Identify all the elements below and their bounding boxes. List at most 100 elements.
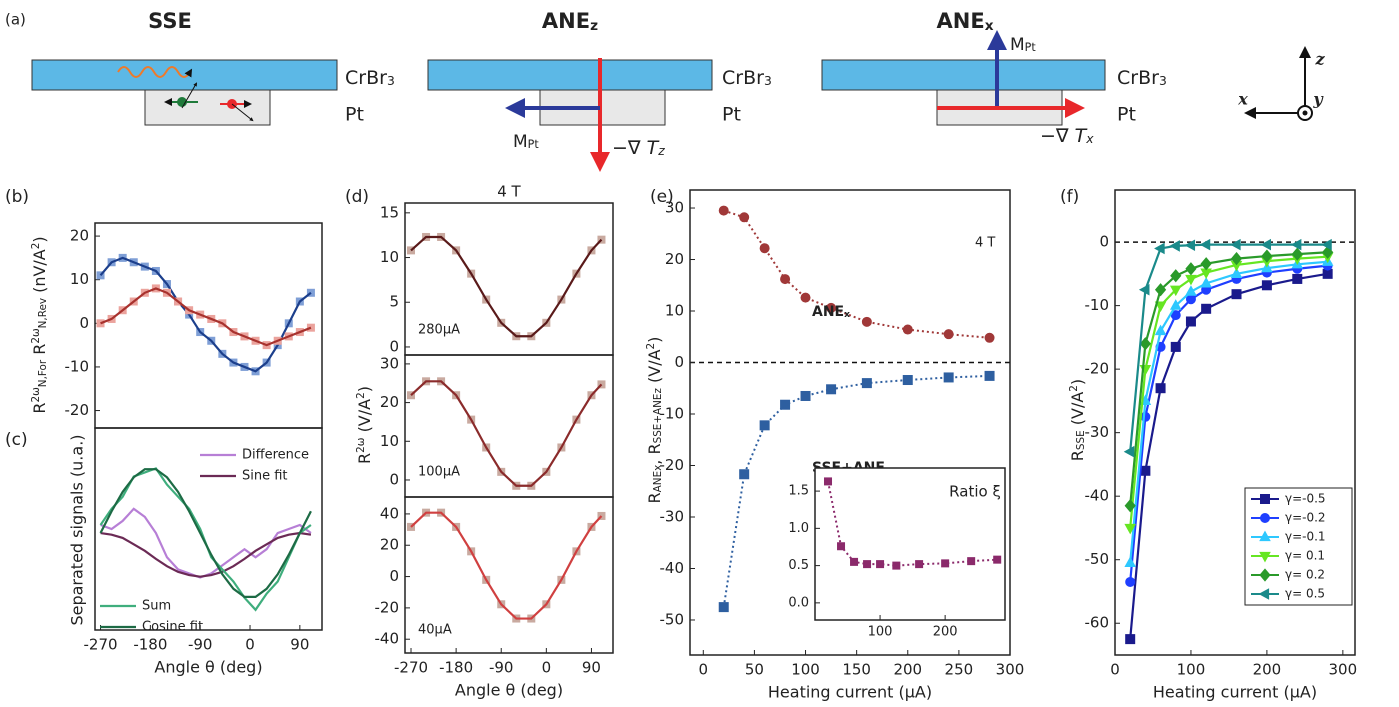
legend-marker xyxy=(1260,494,1270,504)
series-line xyxy=(1129,255,1328,529)
data-marker xyxy=(1169,285,1182,297)
diagram-title: ANEx xyxy=(937,9,994,34)
annotation: 100µA xyxy=(418,465,460,480)
y-tick-label: -40 xyxy=(1085,487,1110,505)
x-tick-label: 90 xyxy=(290,636,309,654)
y-axis-label-part: ) xyxy=(1068,379,1087,385)
moment-label-part: M xyxy=(1010,35,1025,55)
data-marker xyxy=(1199,238,1211,251)
legend-label: Cosine fit xyxy=(142,620,203,635)
diagram-title-part: ANE xyxy=(937,9,985,33)
layer-label-part: 3 xyxy=(387,74,395,88)
x-tick-label: 0 xyxy=(1110,661,1120,679)
diagram-shapes xyxy=(31,30,1313,172)
data-marker xyxy=(984,332,995,343)
layer-label-part: 3 xyxy=(764,74,772,88)
x-tick-label: 0 xyxy=(699,661,709,679)
layer-label-part: CrBr xyxy=(345,67,387,89)
substrate-label: Pt xyxy=(722,104,741,126)
x-tick-label: 200 xyxy=(893,661,922,679)
data-marker xyxy=(943,372,954,383)
y-tick-label: -20 xyxy=(1085,360,1110,378)
data-marker xyxy=(1169,299,1182,310)
moment-label-part: Pt xyxy=(1025,41,1037,54)
data-marker xyxy=(1322,245,1334,259)
data-marker xyxy=(943,329,954,340)
data-marker xyxy=(739,469,750,480)
crbr3-layer xyxy=(427,59,713,91)
data-marker xyxy=(800,292,811,303)
y-tick-label: -60 xyxy=(1085,614,1110,632)
data-marker xyxy=(1184,239,1196,252)
series-line xyxy=(410,235,603,338)
gradient-label: −∇ Tx xyxy=(1040,125,1094,147)
annotation: 40µA xyxy=(418,623,452,638)
legend-label: γ=-0.5 xyxy=(1285,492,1326,506)
y-tick-label: 20 xyxy=(665,250,684,268)
data-marker xyxy=(826,302,837,313)
data-marker xyxy=(1124,523,1136,535)
data-marker xyxy=(1185,262,1197,276)
data-marker xyxy=(1170,269,1182,283)
data-marker xyxy=(824,477,833,486)
panel-label: (f) xyxy=(1060,187,1079,207)
data-marker xyxy=(863,560,872,569)
data-marker xyxy=(967,557,976,566)
y-tick-label: 20 xyxy=(380,536,399,554)
plot-frame xyxy=(94,427,323,631)
gradient-label: −∇ Tz xyxy=(612,137,665,159)
data-marker xyxy=(1230,238,1241,251)
layer-label: CrBr3 xyxy=(345,67,395,89)
y-tick-label: 0 xyxy=(389,470,399,488)
diagram-title-part: x xyxy=(985,18,994,34)
gradient-label-part: −∇ T xyxy=(1040,125,1088,147)
x-tick-label: 100 xyxy=(868,625,893,640)
y-axis-label-part: 2ω xyxy=(30,387,42,402)
y-axis-dot xyxy=(1302,110,1308,116)
x-tick-label: 300 xyxy=(996,661,1025,679)
data-marker xyxy=(780,274,791,285)
series-line xyxy=(1129,260,1328,563)
x-tick-label: 50 xyxy=(745,661,764,679)
moment-label: MPt xyxy=(1010,35,1036,55)
data-marker xyxy=(1185,316,1196,327)
legend-label: γ=-0.1 xyxy=(1285,530,1326,544)
layer-label: CrBr3 xyxy=(1117,67,1167,89)
data-marker xyxy=(915,560,924,569)
data-marker xyxy=(1185,294,1196,305)
series-label: ANEx xyxy=(812,304,850,320)
data-marker xyxy=(759,420,770,431)
data-marker xyxy=(800,390,811,401)
spin-path xyxy=(181,82,198,109)
data-marker xyxy=(1154,242,1165,255)
y-axis-label-part: 2 xyxy=(30,243,42,250)
data-marker xyxy=(1140,465,1151,476)
series-label-part: x xyxy=(844,310,850,320)
layer-label-part: CrBr xyxy=(722,67,764,89)
axis-letter: z xyxy=(1314,50,1325,69)
axis-letter: x xyxy=(1237,90,1248,109)
data-marker xyxy=(1169,240,1180,252)
legend-marker xyxy=(1259,551,1271,563)
y-axis-label-part: N,For xyxy=(37,359,49,387)
data-marker xyxy=(1322,268,1333,279)
annotation: 280µA xyxy=(418,323,460,338)
y-tick-label: 0 xyxy=(389,337,399,355)
data-marker xyxy=(739,212,750,223)
series-line xyxy=(722,374,990,608)
plot-frame xyxy=(1114,189,1356,656)
inset-background xyxy=(815,468,1005,620)
y-tick-label: 20 xyxy=(380,393,399,411)
x-axis-label: Heating current (µA) xyxy=(768,683,932,702)
y-tick-label: 10 xyxy=(70,270,89,288)
y-axis-label-part: 2ω xyxy=(30,328,42,343)
legend-label: Sum xyxy=(142,599,171,614)
y-tick-label: -10 xyxy=(660,405,685,423)
data-marker xyxy=(993,555,1002,564)
panel-label: (d) xyxy=(345,187,369,207)
data-marker xyxy=(902,375,913,386)
x-tick-label: -180 xyxy=(133,636,167,654)
y-axis-label-part: R xyxy=(1068,450,1087,461)
y-tick-label: 5 xyxy=(389,293,399,311)
